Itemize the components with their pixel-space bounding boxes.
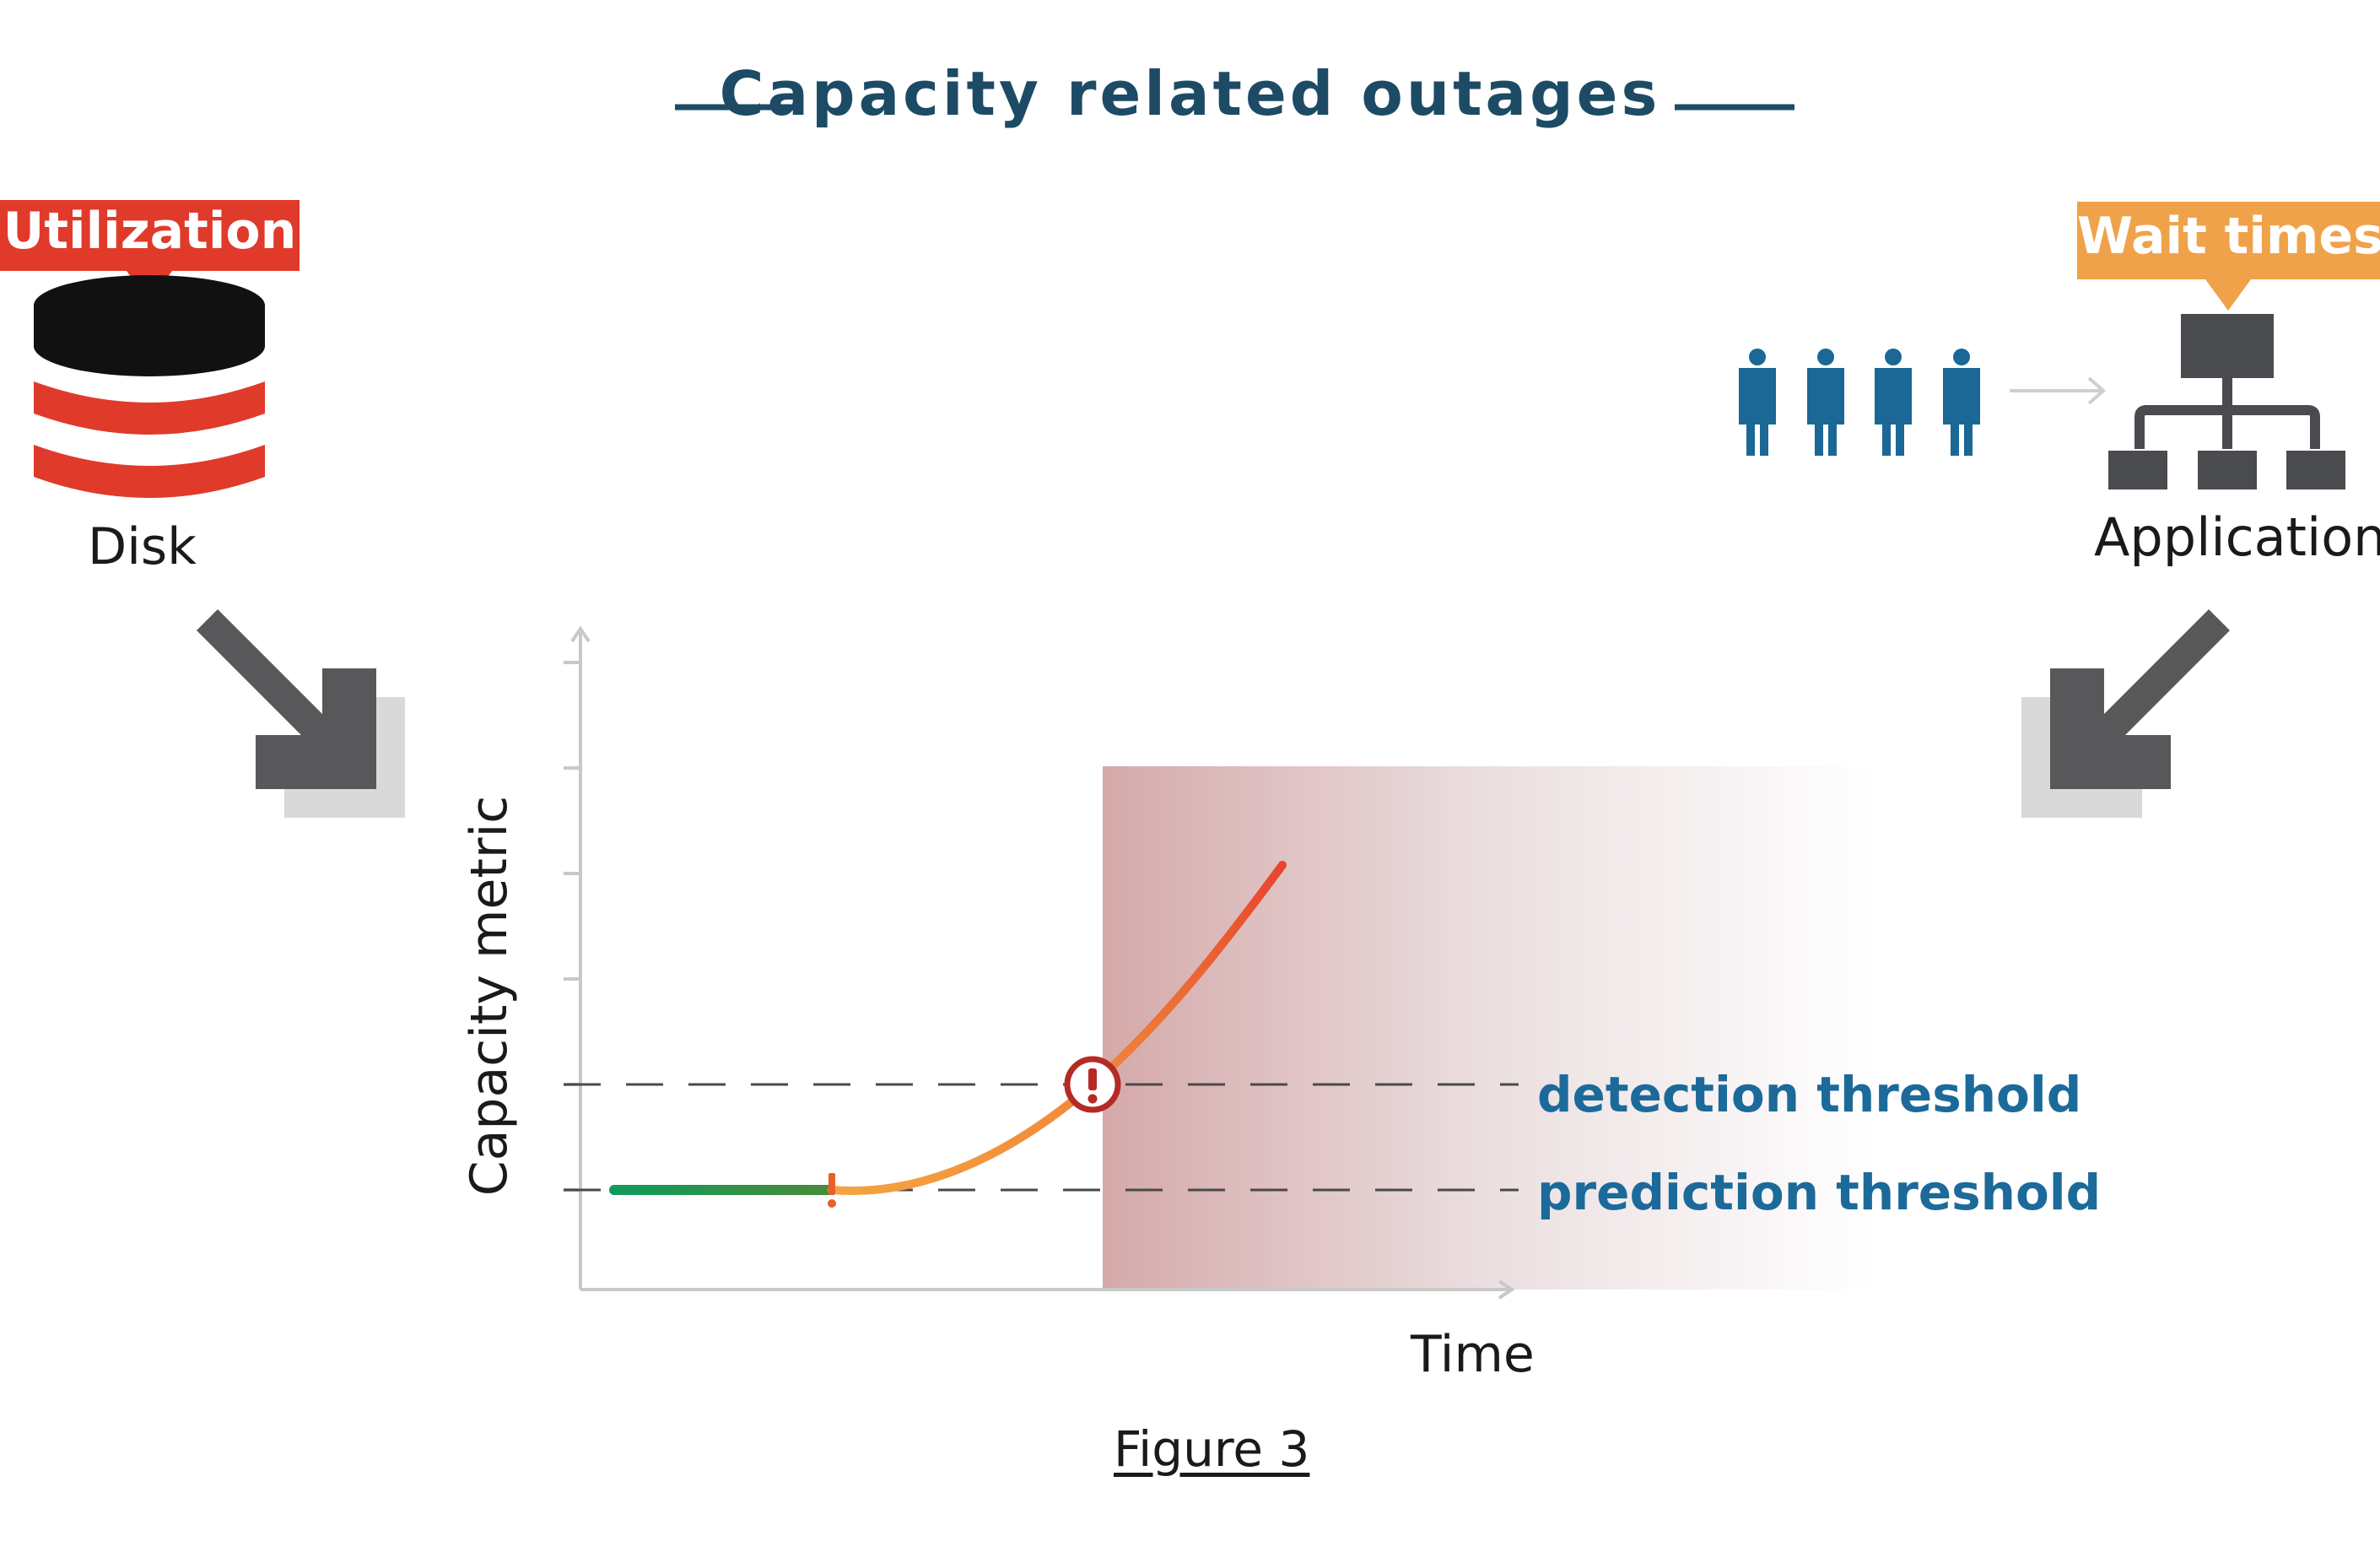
danger-zone [1103, 766, 1874, 1290]
wait-times-badge [2077, 202, 2380, 311]
flow-arrow-icon [2010, 376, 2107, 405]
database-icon [34, 275, 265, 498]
prediction-threshold-label: prediction threshold [1537, 1164, 2102, 1221]
figure-caption: Figure 3 [1114, 1420, 1310, 1478]
disk-label: Disk [88, 517, 197, 576]
application-label: Application [2094, 506, 2380, 568]
x-axis-label: Time [1411, 1325, 1535, 1384]
y-axis-label: Capacity metric [460, 795, 519, 1197]
users-icon [1739, 349, 1980, 456]
detection-threshold-label: detection threshold [1537, 1066, 2082, 1123]
org-chart-icon [2108, 314, 2345, 489]
arrow-down-right-icon [197, 609, 405, 818]
wait-times-badge-label: Wait times [2077, 207, 2380, 266]
utilization-badge-label: Utilization [3, 202, 297, 261]
exclamation-icon [828, 1173, 836, 1208]
arrow-down-left-icon [2021, 609, 2230, 818]
diagram-title: Capacity related outages [719, 58, 1661, 129]
alert-circle-icon [1064, 1056, 1121, 1113]
